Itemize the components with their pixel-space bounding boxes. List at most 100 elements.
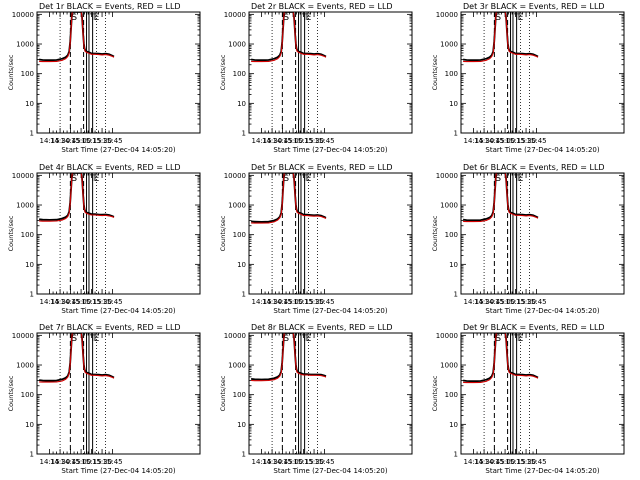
- panel-det-5: Det 5r BLACK = Events, RED = LLDSTE11010…: [219, 163, 413, 315]
- y-tick-label: 100: [233, 391, 246, 399]
- x-tick-label: 15:30: [516, 298, 536, 306]
- x-tick-label: 15:00: [283, 458, 303, 466]
- x-tick-label: 14:15: [251, 458, 271, 466]
- x-tick-label: 14:15: [39, 137, 59, 145]
- x-tick-label: 14:30: [50, 458, 70, 466]
- x-tick-label: 15:15: [81, 458, 101, 466]
- x-axis-label: Start Time (27-Dec-04 14:05:20): [485, 307, 599, 315]
- x-tick-label: 14:45: [272, 137, 292, 145]
- marker-label-S: S: [283, 174, 289, 184]
- y-tick-label: 10000: [12, 332, 34, 340]
- panel-title: Det 6r BLACK = Events, RED = LLD: [463, 163, 605, 172]
- panel-title: Det 4r BLACK = Events, RED = LLD: [39, 163, 181, 172]
- x-tick-label: 15:45: [102, 458, 122, 466]
- x-tick-label: 15:15: [81, 137, 101, 145]
- marker-label-S: S: [283, 334, 289, 344]
- x-tick-label: 15:45: [314, 458, 334, 466]
- y-tick-label: 10: [449, 261, 458, 269]
- x-tick-label: 15:15: [505, 298, 525, 306]
- x-tick-label: 15:00: [71, 298, 91, 306]
- y-tick-label: 10: [25, 261, 34, 269]
- x-tick-label: 14:45: [60, 298, 80, 306]
- y-tick-label: 1: [242, 130, 246, 138]
- plot-frame: [460, 172, 625, 295]
- x-tick-label: 15:45: [526, 137, 546, 145]
- y-tick-label: 1: [30, 291, 34, 299]
- x-tick-label: 15:15: [505, 137, 525, 145]
- y-tick-label: 1000: [228, 362, 246, 370]
- x-tick-label: 15:30: [92, 298, 112, 306]
- x-tick-label: 15:30: [516, 137, 536, 145]
- marker-label-E: E: [518, 174, 524, 184]
- marker-label-S: S: [283, 13, 289, 23]
- x-tick-label: 15:00: [495, 458, 515, 466]
- marker-label-E: E: [518, 334, 524, 344]
- y-axis-label: Counts/sec: [7, 375, 15, 411]
- x-tick-label: 14:15: [251, 298, 271, 306]
- x-axis-label: Start Time (27-Dec-04 14:05:20): [273, 467, 387, 475]
- y-tick-label: 1: [454, 291, 458, 299]
- x-tick-label: 14:45: [484, 298, 504, 306]
- y-tick-label: 10000: [224, 11, 246, 19]
- panel-title: Det 2r BLACK = Events, RED = LLD: [251, 2, 393, 11]
- y-axis-label: Counts/sec: [7, 54, 15, 90]
- marker-label-S: S: [71, 334, 77, 344]
- x-tick-label: 15:15: [293, 298, 313, 306]
- y-tick-label: 100: [445, 231, 458, 239]
- x-tick-label: 14:45: [60, 137, 80, 145]
- y-tick-label: 1: [242, 291, 246, 299]
- x-tick-label: 15:00: [283, 298, 303, 306]
- y-tick-label: 1: [30, 451, 34, 459]
- x-tick-label: 15:30: [304, 458, 324, 466]
- plot-frame: [248, 332, 413, 455]
- x-tick-label: 14:30: [50, 298, 70, 306]
- x-tick-label: 14:15: [251, 137, 271, 145]
- y-tick-label: 1: [242, 451, 246, 459]
- y-axis-label: Counts/sec: [431, 215, 439, 251]
- x-tick-label: 15:15: [81, 298, 101, 306]
- panel-det-6: Det 6r BLACK = Events, RED = LLDSTE11010…: [431, 163, 625, 315]
- y-tick-label: 10: [25, 421, 34, 429]
- panel-det-4: Det 4r BLACK = Events, RED = LLDSTE11010…: [7, 163, 201, 315]
- x-tick-label: 14:15: [39, 458, 59, 466]
- panel-title: Det 5r BLACK = Events, RED = LLD: [251, 163, 393, 172]
- x-tick-label: 15:00: [71, 458, 91, 466]
- x-tick-label: 15:30: [304, 137, 324, 145]
- y-tick-label: 10: [449, 100, 458, 108]
- plot-frame: [36, 172, 201, 295]
- panel-det-3: Det 3r BLACK = Events, RED = LLDSTE11010…: [431, 2, 625, 154]
- x-tick-label: 15:00: [495, 137, 515, 145]
- plot-frame: [36, 332, 201, 455]
- x-tick-label: 14:45: [484, 458, 504, 466]
- y-tick-label: 100: [233, 70, 246, 78]
- plot-frame: [460, 332, 625, 455]
- y-tick-label: 1: [30, 130, 34, 138]
- x-axis-label: Start Time (27-Dec-04 14:05:20): [61, 307, 175, 315]
- x-tick-label: 14:15: [463, 137, 483, 145]
- x-tick-label: 15:00: [71, 137, 91, 145]
- series-line-lld: [251, 333, 327, 382]
- x-tick-label: 14:30: [262, 458, 282, 466]
- y-tick-label: 10: [237, 421, 246, 429]
- x-tick-label: 14:30: [50, 137, 70, 145]
- x-axis-label: Start Time (27-Dec-04 14:05:20): [273, 146, 387, 154]
- marker-label-E: E: [94, 174, 100, 184]
- x-tick-label: 15:30: [304, 298, 324, 306]
- x-tick-label: 14:30: [474, 298, 494, 306]
- panel-det-9: Det 9r BLACK = Events, RED = LLDSTE11010…: [431, 323, 625, 475]
- x-tick-label: 15:45: [526, 458, 546, 466]
- y-axis-label: Counts/sec: [7, 215, 15, 251]
- panel-det-7: Det 7r BLACK = Events, RED = LLDSTE11010…: [7, 323, 201, 475]
- x-tick-label: 15:30: [516, 458, 536, 466]
- x-tick-label: 15:45: [314, 137, 334, 145]
- y-tick-label: 1000: [440, 202, 458, 210]
- series-line-lld: [463, 173, 539, 223]
- series-line-lld: [463, 333, 539, 384]
- x-tick-label: 14:45: [484, 137, 504, 145]
- y-tick-label: 1000: [228, 41, 246, 49]
- panel-det-2: Det 2r BLACK = Events, RED = LLDSTE11010…: [219, 2, 413, 154]
- x-axis-label: Start Time (27-Dec-04 14:05:20): [485, 146, 599, 154]
- plot-frame: [460, 11, 625, 134]
- x-tick-label: 14:45: [60, 458, 80, 466]
- x-tick-label: 15:45: [526, 298, 546, 306]
